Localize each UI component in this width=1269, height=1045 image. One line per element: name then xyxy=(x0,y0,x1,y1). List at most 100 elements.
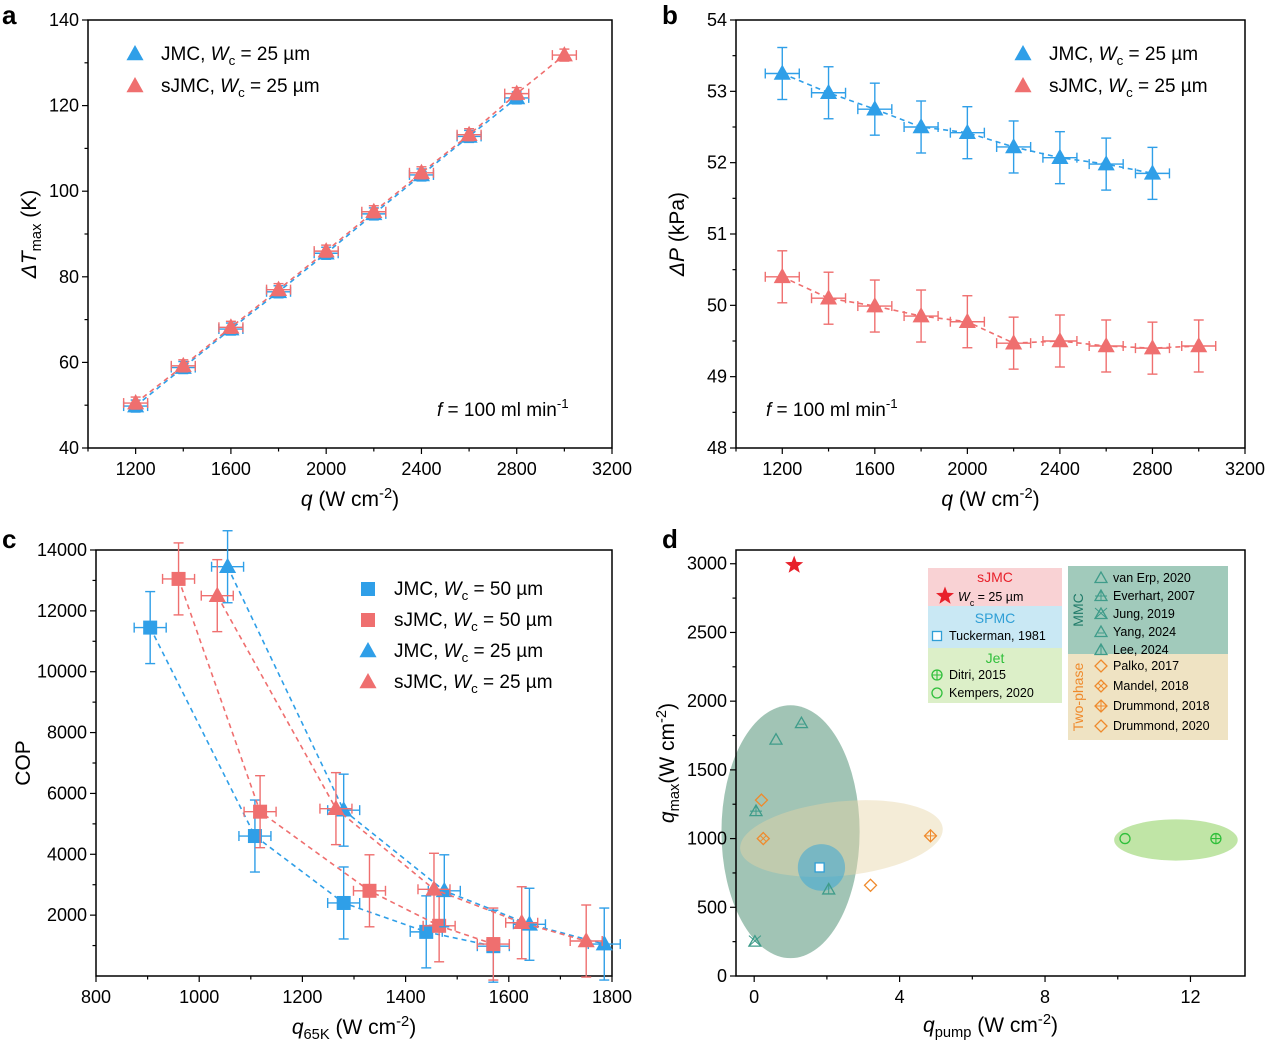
data-point xyxy=(419,924,434,939)
x-tick-label: 1800 xyxy=(592,987,632,1007)
x-tick-label: 8 xyxy=(1040,987,1050,1007)
data-point xyxy=(773,267,791,284)
legend-entry: sJMC, Wc = 25 µm xyxy=(394,672,553,696)
y-tick-label: 2000 xyxy=(687,691,727,711)
panel-label-c: c xyxy=(2,524,16,554)
series-sjmc-1 xyxy=(764,250,1217,375)
y-tick-label: 2500 xyxy=(687,622,727,642)
data-point xyxy=(958,312,976,329)
x-tick-label: 1600 xyxy=(211,459,251,479)
region-ellipse-jet xyxy=(1114,819,1238,861)
y-tick-label: 1000 xyxy=(687,829,727,849)
legend-entry: Jung, 2019 xyxy=(1113,607,1175,621)
y-tick-label: 50 xyxy=(707,295,727,315)
data-point xyxy=(208,586,226,602)
legend-title-spmc: SPMC xyxy=(975,610,1015,626)
x-tick-label: 1000 xyxy=(179,987,219,1007)
x-axis-label: q (W cm-2) xyxy=(301,486,399,511)
legend-marker xyxy=(126,45,144,61)
data-point xyxy=(1143,339,1162,355)
data-point xyxy=(247,829,262,844)
x-tick-label: 2800 xyxy=(1132,459,1172,479)
legend-title-mmc: MMC xyxy=(1070,593,1086,626)
y-tick-label: 100 xyxy=(49,181,79,201)
y-tick-label: 2000 xyxy=(47,905,87,925)
legend-box-spmc xyxy=(928,606,1062,648)
legend-marker xyxy=(361,613,375,627)
data-point xyxy=(336,895,351,910)
legend-entry: sJMC, Wc = 25 µm xyxy=(1049,76,1208,100)
x-tick-label: 2400 xyxy=(1040,459,1080,479)
legend-entry: Lee, 2024 xyxy=(1113,643,1169,657)
legend-marker-cross xyxy=(1095,590,1107,601)
data-point-mmc xyxy=(747,934,763,947)
x-tick-label: 1200 xyxy=(282,987,322,1007)
data-point xyxy=(508,84,526,100)
y-tick-label: 52 xyxy=(707,153,727,173)
chart-panel-d: 0 4 8 12 0 500 1000 1500 2000 2500 3000 sJMC SPMC Jet… xyxy=(654,549,1246,1041)
data-point xyxy=(595,935,613,951)
region-ellipse-mmc xyxy=(721,705,860,959)
y-axis-label: ΔP (kPa) xyxy=(666,192,689,277)
y-tick-label: 54 xyxy=(707,10,727,30)
data-point-sjmc xyxy=(785,555,804,573)
legend-marker xyxy=(1094,679,1108,693)
annotation-flow-rate: f = 100 ml min-1 xyxy=(437,396,569,421)
data-point xyxy=(513,913,531,930)
legend-marker xyxy=(1093,624,1109,638)
series-sjmc-1 xyxy=(122,46,578,410)
y-tick-label: 6000 xyxy=(47,783,87,803)
legend-marker-cross xyxy=(1097,682,1105,690)
data-point xyxy=(1143,164,1162,180)
data-point xyxy=(866,100,884,116)
x-tick-label: 12 xyxy=(1180,987,1200,1007)
chart-panel-a: 1200 1600 2000 2400 2800 3200 40 60 80 100 120 140 J… xyxy=(18,10,632,511)
series-sjmc-3 xyxy=(200,558,603,978)
y-axis-label: qmax(W cm-2) xyxy=(654,703,683,823)
legend-box-jet xyxy=(928,648,1062,703)
data-point xyxy=(269,280,288,296)
data-point-mmc-cross xyxy=(748,935,762,947)
data-point xyxy=(365,202,383,219)
series-line xyxy=(135,54,565,404)
data-point-mmc-cross xyxy=(749,805,762,816)
x-tick-label: 2400 xyxy=(401,459,441,479)
data-point-jet xyxy=(1119,832,1131,845)
y-axis-label: ΔTmax (K) xyxy=(18,190,45,280)
y-tick-label: 500 xyxy=(697,897,727,917)
legend-title-sjmc: sJMC xyxy=(977,569,1013,585)
legend-box-mmc xyxy=(1068,566,1228,654)
legend-marker-cross xyxy=(1095,700,1107,712)
legend-entry: JMC, Wc = 50 µm xyxy=(394,579,543,603)
data-point xyxy=(171,571,186,586)
data-point-twophase-cross xyxy=(759,835,767,842)
legend-marker xyxy=(936,586,954,604)
legend-entry: sJMC, Wc = 50 µm xyxy=(394,610,553,634)
y-tick-label: 53 xyxy=(707,81,727,101)
data-point xyxy=(912,118,930,134)
y-tick-label: 4000 xyxy=(47,844,87,864)
data-point xyxy=(253,804,268,819)
y-tick-label: 40 xyxy=(59,438,79,458)
legend-title-twophase: Two-phase xyxy=(1070,663,1086,732)
legend-entry: JMC, Wc = 25 µm xyxy=(1049,44,1198,68)
data-point xyxy=(425,880,443,896)
legend-marker xyxy=(1094,659,1108,673)
y-tick-label: 8000 xyxy=(47,723,87,743)
data-point xyxy=(1097,155,1115,171)
y-tick-label: 120 xyxy=(49,96,79,116)
data-point xyxy=(819,83,838,100)
data-point-twophase-cross xyxy=(924,829,937,842)
x-tick-label: 4 xyxy=(895,987,905,1007)
y-tick-label: 0 xyxy=(717,966,727,986)
series-line xyxy=(781,72,1153,175)
chart-panel-c: 800 1000 1200 1400 1600 1800 2000 4000 6000 8000 1… xyxy=(12,530,632,1043)
legend-entry: Drummond, 2020 xyxy=(1113,719,1210,733)
y-tick-label: 51 xyxy=(707,224,727,244)
y-tick-label: 80 xyxy=(59,267,79,287)
data-point xyxy=(1051,332,1069,348)
y-axis-label: COP xyxy=(12,740,35,786)
data-point xyxy=(486,937,501,952)
data-point-mmc xyxy=(768,732,784,745)
legend-marker-cross xyxy=(1094,607,1108,619)
